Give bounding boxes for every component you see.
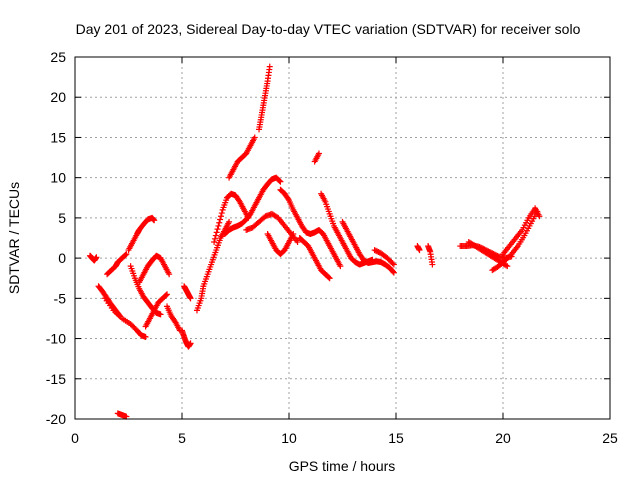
data-point: [285, 195, 292, 202]
series-arc-i: [164, 303, 183, 334]
x-tick-labels: 0 5 10 15 20 25: [71, 430, 618, 446]
y-tick-label: 15: [50, 129, 66, 145]
data-point: [157, 311, 164, 318]
data-point: [536, 213, 543, 220]
data-point: [266, 63, 273, 70]
series-arc-o: [221, 174, 284, 237]
data-point: [390, 261, 397, 268]
y-tick-label: -10: [46, 331, 66, 347]
data-point: [390, 268, 397, 275]
series-arc-q: [256, 63, 273, 133]
series-arc-g: [136, 252, 173, 286]
y-tick-label: 0: [58, 250, 66, 266]
series-arc-n: [211, 190, 252, 246]
data-point: [122, 251, 129, 258]
data-point: [216, 219, 223, 226]
y-tick-label: 25: [50, 49, 66, 65]
data-point: [217, 216, 224, 223]
data-point: [315, 150, 322, 157]
data-point: [226, 218, 233, 225]
data-point: [325, 274, 332, 281]
data-point: [212, 232, 219, 239]
data-point: [416, 247, 423, 254]
series-arc-m: [193, 218, 233, 314]
data-point: [187, 340, 194, 347]
series-arc-aa: [414, 243, 423, 254]
data-point: [214, 226, 221, 233]
data-point: [218, 210, 225, 217]
data-point: [215, 222, 222, 229]
x-tick-label: 10: [281, 430, 297, 446]
series-arc-ab: [425, 243, 436, 268]
x-tick-label: 0: [71, 430, 79, 446]
series-arc-y: [339, 218, 397, 276]
data-point: [187, 295, 194, 302]
series-arc-a: [86, 252, 100, 264]
data-point: [429, 261, 436, 268]
x-tick-label: 5: [178, 430, 186, 446]
data-point: [151, 217, 158, 224]
data-point: [142, 333, 149, 340]
data-point: [337, 263, 344, 270]
data-point: [213, 229, 220, 236]
y-tick-label: 5: [58, 210, 66, 226]
data-point: [93, 254, 100, 261]
data-point: [389, 260, 396, 267]
data-points: [86, 63, 543, 420]
data-point: [251, 134, 258, 141]
data-point: [166, 271, 173, 278]
data-point: [211, 239, 218, 246]
series-arc-u: [296, 235, 333, 282]
series-arc-k: [179, 327, 194, 350]
series-arc-z: [371, 247, 397, 268]
series-arc-w: [311, 150, 322, 165]
grid-lines: [75, 57, 610, 419]
y-tick-label: -15: [46, 371, 66, 387]
data-point: [326, 275, 333, 282]
plot-frame: [74, 56, 611, 420]
series-arc-l: [181, 283, 194, 302]
x-tick-label: 25: [602, 430, 618, 446]
data-point: [390, 269, 397, 276]
y-tick-label: 10: [50, 170, 66, 186]
data-point: [294, 239, 301, 246]
y-tick-label: -20: [46, 411, 66, 427]
data-point: [217, 213, 224, 220]
x-tick-label: 20: [495, 430, 511, 446]
y-tick-label: 20: [50, 89, 66, 105]
y-tick-labels: -20 -15 -10 -5 0 5 10 15 20 25: [46, 49, 66, 427]
y-tick-label: -5: [54, 290, 67, 306]
axis-ticks: [74, 56, 611, 420]
data-point: [211, 235, 218, 242]
data-point: [502, 262, 509, 269]
data-point: [164, 291, 171, 298]
y-axis-label: SDTVAR / TECUs: [6, 182, 22, 294]
series-arc-t: [277, 186, 314, 237]
data-point: [504, 263, 511, 270]
x-tick-label: 15: [388, 430, 404, 446]
series-arc-d: [101, 295, 149, 340]
data-point: [277, 178, 284, 185]
series-arc-s: [264, 230, 297, 258]
data-point: [163, 292, 170, 299]
series-arc-af: [500, 205, 543, 258]
data-point: [276, 177, 283, 184]
series-arc-j: [114, 410, 130, 420]
series-arc-e: [125, 214, 158, 254]
chart-title: Day 201 of 2023, Sidereal Day-to-day VTE…: [76, 21, 581, 37]
series-arc-c: [104, 251, 130, 278]
series-arc-v: [307, 226, 344, 270]
series-arc-p: [226, 134, 258, 181]
x-axis-label: GPS time / hours: [289, 458, 396, 474]
data-point: [123, 251, 130, 258]
data-point: [290, 230, 297, 237]
series-arc-h: [142, 291, 171, 330]
